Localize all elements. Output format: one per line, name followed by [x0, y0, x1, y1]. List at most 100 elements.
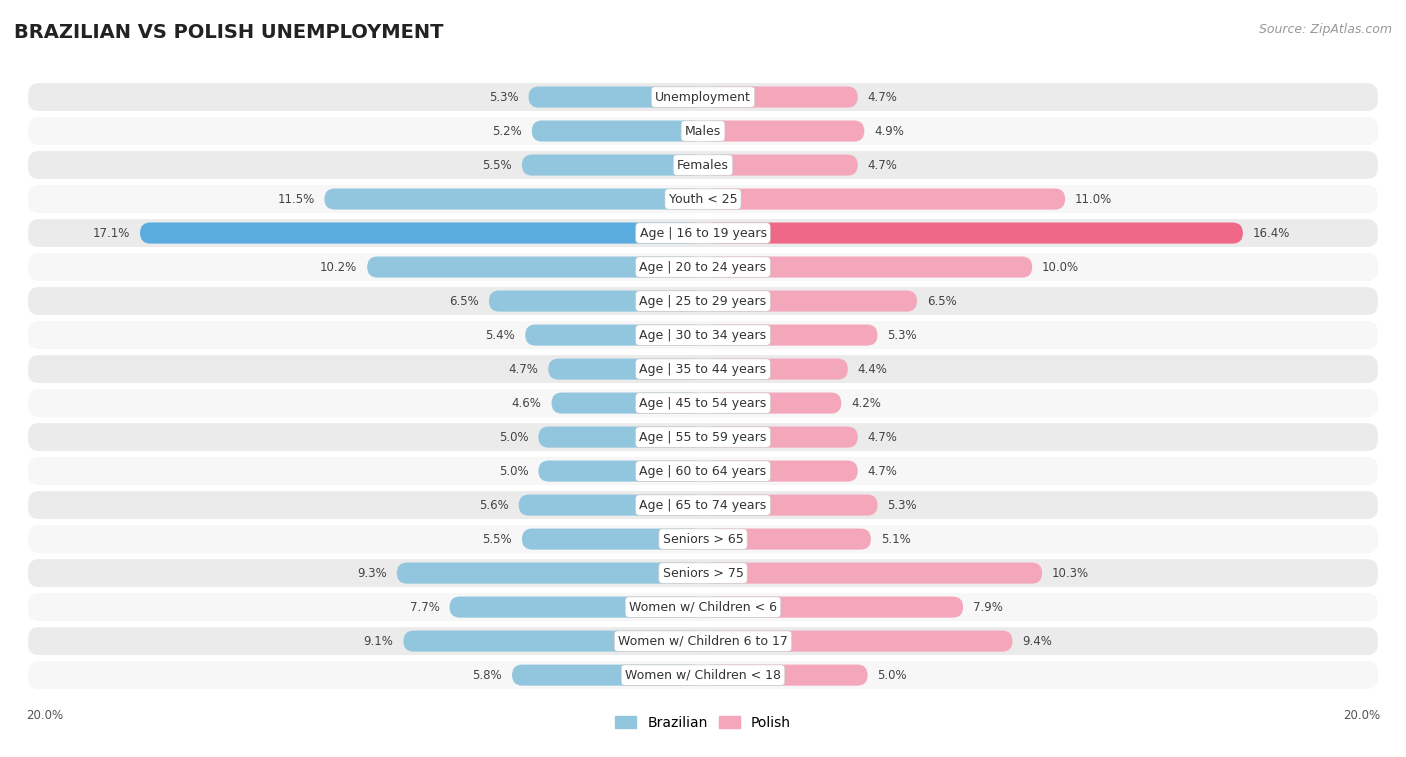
FancyBboxPatch shape [404, 631, 703, 652]
Text: 7.7%: 7.7% [409, 600, 440, 614]
FancyBboxPatch shape [522, 154, 703, 176]
FancyBboxPatch shape [28, 253, 1378, 281]
Text: Age | 65 to 74 years: Age | 65 to 74 years [640, 499, 766, 512]
FancyBboxPatch shape [28, 559, 1378, 587]
FancyBboxPatch shape [28, 423, 1378, 451]
FancyBboxPatch shape [703, 426, 858, 447]
Text: 5.2%: 5.2% [492, 125, 522, 138]
Text: 10.2%: 10.2% [321, 260, 357, 273]
Text: 5.0%: 5.0% [499, 465, 529, 478]
FancyBboxPatch shape [28, 525, 1378, 553]
FancyBboxPatch shape [703, 393, 841, 413]
FancyBboxPatch shape [529, 86, 703, 107]
Text: 7.9%: 7.9% [973, 600, 1002, 614]
Text: 5.5%: 5.5% [482, 158, 512, 172]
FancyBboxPatch shape [538, 426, 703, 447]
Text: Males: Males [685, 125, 721, 138]
Text: 6.5%: 6.5% [450, 294, 479, 307]
Text: 9.4%: 9.4% [1022, 634, 1052, 647]
Text: 5.1%: 5.1% [880, 533, 911, 546]
FancyBboxPatch shape [28, 287, 1378, 315]
Text: 5.5%: 5.5% [482, 533, 512, 546]
Text: Women w/ Children 6 to 17: Women w/ Children 6 to 17 [619, 634, 787, 647]
FancyBboxPatch shape [489, 291, 703, 312]
Text: 4.4%: 4.4% [858, 363, 887, 375]
FancyBboxPatch shape [28, 593, 1378, 621]
FancyBboxPatch shape [548, 359, 703, 379]
Text: 11.0%: 11.0% [1076, 192, 1112, 206]
FancyBboxPatch shape [325, 188, 703, 210]
FancyBboxPatch shape [512, 665, 703, 686]
Text: 9.3%: 9.3% [357, 566, 387, 580]
Text: 10.0%: 10.0% [1042, 260, 1080, 273]
Text: 16.4%: 16.4% [1253, 226, 1291, 239]
FancyBboxPatch shape [703, 597, 963, 618]
Text: 4.7%: 4.7% [868, 431, 897, 444]
FancyBboxPatch shape [703, 223, 1243, 244]
FancyBboxPatch shape [28, 321, 1378, 349]
Text: Females: Females [678, 158, 728, 172]
Text: 5.3%: 5.3% [887, 499, 917, 512]
Text: 5.3%: 5.3% [489, 91, 519, 104]
Text: Age | 16 to 19 years: Age | 16 to 19 years [640, 226, 766, 239]
Text: 11.5%: 11.5% [277, 192, 315, 206]
FancyBboxPatch shape [703, 528, 870, 550]
Text: Unemployment: Unemployment [655, 91, 751, 104]
FancyBboxPatch shape [703, 562, 1042, 584]
Text: BRAZILIAN VS POLISH UNEMPLOYMENT: BRAZILIAN VS POLISH UNEMPLOYMENT [14, 23, 443, 42]
Text: Age | 35 to 44 years: Age | 35 to 44 years [640, 363, 766, 375]
FancyBboxPatch shape [396, 562, 703, 584]
FancyBboxPatch shape [703, 86, 858, 107]
FancyBboxPatch shape [703, 631, 1012, 652]
FancyBboxPatch shape [703, 460, 858, 481]
FancyBboxPatch shape [551, 393, 703, 413]
FancyBboxPatch shape [703, 494, 877, 516]
FancyBboxPatch shape [703, 291, 917, 312]
Text: 17.1%: 17.1% [93, 226, 131, 239]
Text: Women w/ Children < 6: Women w/ Children < 6 [628, 600, 778, 614]
FancyBboxPatch shape [28, 627, 1378, 655]
FancyBboxPatch shape [703, 188, 1066, 210]
Text: Age | 25 to 29 years: Age | 25 to 29 years [640, 294, 766, 307]
FancyBboxPatch shape [141, 223, 703, 244]
Text: Age | 20 to 24 years: Age | 20 to 24 years [640, 260, 766, 273]
Text: Source: ZipAtlas.com: Source: ZipAtlas.com [1258, 23, 1392, 36]
Text: 5.0%: 5.0% [499, 431, 529, 444]
FancyBboxPatch shape [28, 117, 1378, 145]
FancyBboxPatch shape [28, 355, 1378, 383]
FancyBboxPatch shape [28, 389, 1378, 417]
Text: Age | 60 to 64 years: Age | 60 to 64 years [640, 465, 766, 478]
Text: Seniors > 75: Seniors > 75 [662, 566, 744, 580]
Text: 5.8%: 5.8% [472, 668, 502, 681]
FancyBboxPatch shape [703, 665, 868, 686]
Text: 4.7%: 4.7% [509, 363, 538, 375]
Text: 5.0%: 5.0% [877, 668, 907, 681]
Text: 10.3%: 10.3% [1052, 566, 1090, 580]
FancyBboxPatch shape [703, 359, 848, 379]
Legend: Brazilian, Polish: Brazilian, Polish [610, 710, 796, 735]
FancyBboxPatch shape [28, 219, 1378, 247]
Text: 4.7%: 4.7% [868, 158, 897, 172]
FancyBboxPatch shape [531, 120, 703, 142]
Text: 5.3%: 5.3% [887, 329, 917, 341]
FancyBboxPatch shape [450, 597, 703, 618]
Text: 9.1%: 9.1% [364, 634, 394, 647]
FancyBboxPatch shape [367, 257, 703, 278]
FancyBboxPatch shape [522, 528, 703, 550]
FancyBboxPatch shape [703, 257, 1032, 278]
FancyBboxPatch shape [28, 457, 1378, 485]
FancyBboxPatch shape [28, 491, 1378, 519]
Text: 5.4%: 5.4% [485, 329, 516, 341]
FancyBboxPatch shape [519, 494, 703, 516]
Text: 4.7%: 4.7% [868, 91, 897, 104]
Text: Age | 30 to 34 years: Age | 30 to 34 years [640, 329, 766, 341]
FancyBboxPatch shape [703, 154, 858, 176]
Text: Age | 55 to 59 years: Age | 55 to 59 years [640, 431, 766, 444]
Text: Youth < 25: Youth < 25 [669, 192, 737, 206]
FancyBboxPatch shape [526, 325, 703, 346]
Text: 5.6%: 5.6% [479, 499, 509, 512]
Text: Age | 45 to 54 years: Age | 45 to 54 years [640, 397, 766, 410]
Text: 6.5%: 6.5% [927, 294, 956, 307]
FancyBboxPatch shape [28, 83, 1378, 111]
Text: 4.9%: 4.9% [875, 125, 904, 138]
